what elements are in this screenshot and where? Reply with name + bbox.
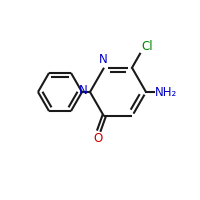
Text: N: N xyxy=(99,53,107,66)
Text: O: O xyxy=(93,132,103,145)
Text: N: N xyxy=(79,84,88,98)
Text: NH₂: NH₂ xyxy=(155,86,177,98)
Text: Cl: Cl xyxy=(141,40,153,53)
